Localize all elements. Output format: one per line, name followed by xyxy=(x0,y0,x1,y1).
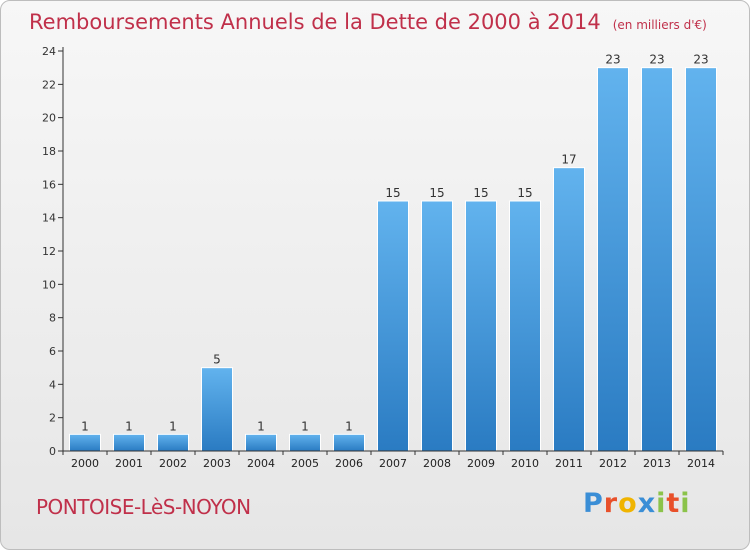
data-label-2001: 1 xyxy=(125,419,133,433)
data-label-2002: 1 xyxy=(169,419,177,433)
y-tick-label-16: 16 xyxy=(42,178,56,191)
bar-2007 xyxy=(377,200,409,452)
x-tick-label-2006: 2006 xyxy=(335,457,363,470)
x-tick-label-2013: 2013 xyxy=(643,457,671,470)
bar-2005 xyxy=(289,433,321,452)
y-tick-label-0: 0 xyxy=(49,445,56,458)
data-label-2004: 1 xyxy=(257,419,265,433)
x-tick-label-2004: 2004 xyxy=(247,457,275,470)
proxiti-logo[interactable]: Proxiti xyxy=(583,488,691,519)
data-label-2012: 23 xyxy=(605,53,620,67)
x-tick-label-2003: 2003 xyxy=(203,457,231,470)
data-label-2009: 15 xyxy=(473,186,488,200)
y-tick-label-6: 6 xyxy=(49,345,56,358)
data-label-2014: 23 xyxy=(693,53,708,67)
data-label-2007: 15 xyxy=(385,186,400,200)
y-tick-label-4: 4 xyxy=(49,378,56,391)
x-tick-label-2001: 2001 xyxy=(115,457,143,470)
chart-title: Remboursements Annuels de la Dette de 20… xyxy=(29,10,707,34)
x-tick-label-2008: 2008 xyxy=(423,457,451,470)
x-tick-label-2014: 2014 xyxy=(687,457,715,470)
x-tick-label-2010: 2010 xyxy=(511,457,539,470)
commune-name: PONTOISE-LèS-NOYON xyxy=(36,495,251,519)
data-label-2011: 17 xyxy=(561,153,576,167)
bar-2006 xyxy=(333,433,365,452)
bar-2010 xyxy=(509,200,541,452)
chart-title-text: Remboursements Annuels de la Dette de 20… xyxy=(29,10,601,34)
chart-unit-label: (en milliers d'€) xyxy=(612,18,707,32)
x-tick-label-2009: 2009 xyxy=(467,457,495,470)
y-tick-label-24: 24 xyxy=(42,45,56,58)
y-tick-label-14: 14 xyxy=(42,212,56,225)
y-tick-label-20: 20 xyxy=(42,112,56,125)
bar-2002 xyxy=(157,433,189,452)
data-label-2000: 1 xyxy=(81,419,89,433)
data-label-2008: 15 xyxy=(429,186,444,200)
data-label-2010: 15 xyxy=(517,186,532,200)
x-tick-label-2011: 2011 xyxy=(555,457,583,470)
y-tick-label-18: 18 xyxy=(42,145,56,158)
bar-2013 xyxy=(641,67,673,452)
bar-2000 xyxy=(69,433,101,452)
bar-2009 xyxy=(465,200,497,452)
data-label-2006: 1 xyxy=(345,419,353,433)
data-label-2013: 23 xyxy=(649,53,664,67)
x-tick-label-2000: 2000 xyxy=(71,457,99,470)
bar-2001 xyxy=(113,433,145,452)
bars-group xyxy=(69,67,717,452)
bar-2014 xyxy=(685,67,717,452)
labels-group: 2000 1 2001 1 2002 1 2003 5 2004 1 2005 1 2006 1 2007 1… xyxy=(71,53,715,470)
y-tick-label-10: 10 xyxy=(42,278,56,291)
bar-2012 xyxy=(597,67,629,452)
data-label-2005: 1 xyxy=(301,419,309,433)
x-tick-label-2007: 2007 xyxy=(379,457,407,470)
y-tick-label-2: 2 xyxy=(49,412,56,425)
bar-2008 xyxy=(421,200,453,452)
bar-2011 xyxy=(553,167,585,452)
bar-2003 xyxy=(201,367,233,452)
y-tick-label-12: 12 xyxy=(42,245,56,258)
y-tick-label-22: 22 xyxy=(42,78,56,91)
x-tick-label-2005: 2005 xyxy=(291,457,319,470)
x-tick-label-2012: 2012 xyxy=(599,457,627,470)
x-tick-label-2002: 2002 xyxy=(159,457,187,470)
bar-2004 xyxy=(245,433,277,452)
y-tick-label-8: 8 xyxy=(49,312,56,325)
data-label-2003: 5 xyxy=(213,353,221,367)
